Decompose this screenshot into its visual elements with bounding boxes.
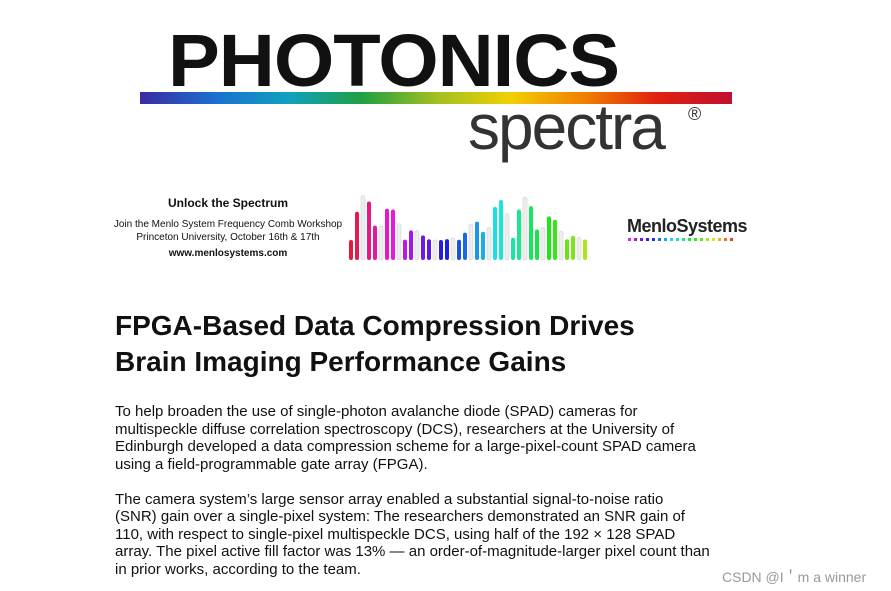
decor-bar	[439, 239, 443, 260]
decor-bar	[445, 239, 449, 260]
banner-line: Princeton University, October 16th & 17t…	[136, 232, 320, 243]
article-title: Brain Imaging Performance Gains	[115, 346, 567, 377]
decor-bar	[378, 225, 384, 261]
registered-mark: ®	[688, 104, 702, 124]
logo-title: PHOTONICS	[168, 19, 620, 102]
paragraph-line: To help broaden the use of single-photon…	[115, 403, 638, 420]
decor-bar	[414, 230, 420, 261]
article-title: FPGA-Based Data Compression Drives	[115, 310, 635, 341]
logo-subtitle: spectra	[468, 91, 666, 163]
decor-bar	[421, 235, 425, 260]
decor-dot	[628, 238, 631, 241]
decor-dot	[640, 238, 643, 241]
banner-line: Join the Menlo System Frequency Comb Wor…	[113, 219, 343, 230]
decor-dot	[700, 238, 703, 241]
decor-bar	[547, 216, 551, 260]
decor-bar	[450, 237, 456, 261]
paragraph-line: multispeckle diffuse correlation spectro…	[115, 420, 675, 438]
decor-dot	[724, 238, 727, 241]
paragraph-line: in prior works, according to the team.	[115, 560, 361, 578]
decor-dot	[658, 238, 661, 241]
banner-headline: Unlock the Spectrum	[167, 196, 289, 210]
banner-graphic	[349, 195, 587, 261]
decor-bar	[409, 230, 413, 260]
rainbow-bar	[140, 92, 732, 104]
decor-bar	[571, 235, 575, 260]
decor-bar	[583, 239, 587, 260]
paragraph-line: Edinburgh developed a data compression s…	[115, 438, 696, 455]
brand: MenloSystems	[627, 216, 748, 236]
decor-bar	[432, 239, 438, 261]
decor-bar	[475, 221, 479, 260]
decor-bar	[403, 239, 407, 260]
brand-dots	[628, 238, 733, 241]
decor-dot	[634, 238, 637, 241]
decor-bar	[493, 206, 497, 260]
decor-bar	[457, 239, 461, 260]
decor-bar	[355, 211, 359, 260]
decor-bar	[427, 239, 431, 260]
watermark: CSDN @I＇m a winner	[722, 569, 867, 585]
decor-dot	[676, 238, 679, 241]
paragraph-line: using a field-programmable gate array (F…	[115, 455, 428, 473]
decor-bar	[576, 237, 582, 261]
decor-bar	[385, 208, 389, 260]
decor-dot	[688, 238, 691, 241]
decor-bar	[367, 201, 371, 260]
decor-dot	[682, 238, 685, 241]
decor-dot	[664, 238, 667, 241]
decor-bar	[396, 223, 402, 261]
decor-bar	[553, 219, 557, 260]
decor-bar	[391, 209, 395, 260]
decor-bar	[540, 227, 546, 261]
decor-bar	[481, 231, 485, 260]
paragraph-line: array. The pixel active fill factor was …	[115, 543, 710, 560]
decor-bar	[463, 232, 467, 260]
decor-dot	[706, 238, 709, 241]
decor-dot	[718, 238, 721, 241]
decor-dot	[712, 238, 715, 241]
decor-bar	[349, 240, 353, 260]
decor-bar	[504, 213, 510, 261]
decor-dot	[652, 238, 655, 241]
decor-bar	[373, 225, 377, 260]
decor-bar	[486, 227, 492, 261]
decor-bar	[468, 223, 474, 261]
decor-bar	[535, 229, 539, 260]
decor-dot	[694, 238, 697, 241]
decor-bar	[360, 195, 366, 261]
decor-bar	[499, 199, 503, 260]
decor-bar	[529, 206, 533, 260]
paragraph-line: The camera system’s large sensor array e…	[115, 490, 664, 508]
decor-bar	[558, 230, 564, 261]
decor-bar	[522, 196, 528, 261]
decor-bar	[517, 209, 521, 260]
decor-bar	[565, 239, 569, 260]
decor-bar	[511, 237, 515, 260]
paragraph-line: 110, with respect to single-pixel multis…	[115, 525, 676, 543]
paragraph-line: (SNR) gain over a single-pixel system: T…	[115, 508, 685, 525]
banner-url: www.menlosystems.com	[168, 248, 288, 259]
decor-dot	[646, 238, 649, 241]
decor-dot	[670, 238, 673, 241]
decor-dot	[730, 238, 733, 241]
